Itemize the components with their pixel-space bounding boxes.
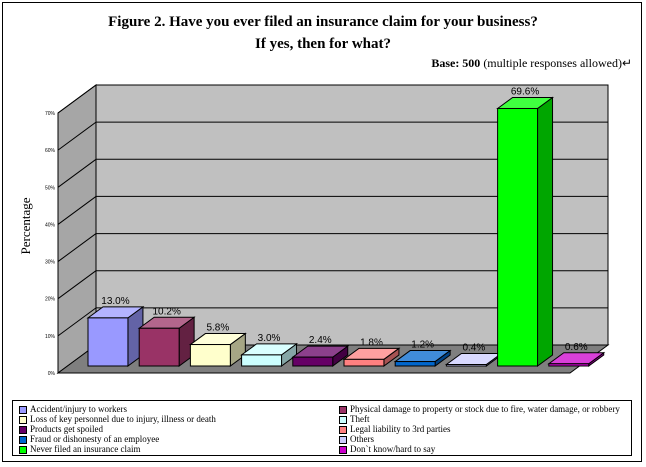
legend-swatch <box>339 435 347 444</box>
bar <box>497 107 539 367</box>
bar-value-label: 0.6% <box>565 342 588 353</box>
y-tick-label: 40% <box>45 222 56 228</box>
bar-value-label: 13.0% <box>101 296 129 307</box>
legend-label: Products get spoiled <box>30 424 103 434</box>
bar <box>548 363 590 367</box>
gridline-side <box>57 84 97 114</box>
gridline-side <box>57 270 97 300</box>
bar-value-label: 10.2% <box>152 306 180 317</box>
legend-swatch <box>339 425 347 434</box>
bar-side <box>537 96 554 367</box>
bar <box>394 361 436 367</box>
legend-item: Theft <box>339 415 370 424</box>
bar <box>343 358 385 367</box>
y-tick-label: 20% <box>45 297 56 303</box>
bar <box>292 356 334 367</box>
legend-item: Never filed an insurance claim <box>19 445 140 454</box>
chart-legend: Accident/injury to workers Physical damag… <box>12 400 632 456</box>
y-tick-label: 50% <box>45 185 56 191</box>
figure-title-line2: If yes, then for what? <box>255 36 391 52</box>
legend-item: Physical damage to property or stock due… <box>339 405 620 414</box>
legend-swatch <box>19 435 27 444</box>
legend-swatch <box>339 405 347 414</box>
gridline-side <box>57 307 97 337</box>
y-tick-label: 0% <box>48 371 56 377</box>
legend-item: Accident/injury to workers <box>19 405 127 414</box>
y-tick-label: 10% <box>45 334 56 340</box>
bar-value-label: 5.8% <box>206 323 229 334</box>
bar <box>445 364 487 367</box>
bar <box>241 354 283 367</box>
legend-label: Physical damage to property or stock due… <box>350 404 620 414</box>
bar-value-label: 2.4% <box>309 335 332 346</box>
legend-label: Others <box>350 434 374 444</box>
y-tick-label: 70% <box>45 111 56 117</box>
legend-item: Don`t know/hard to say <box>339 445 435 454</box>
bar-value-label: 69.6% <box>511 86 539 97</box>
legend-item: Fraud or dishonesty of an employee <box>19 435 159 444</box>
base-note: Base: 500 (multiple responses allowed)↵ <box>431 56 632 71</box>
bar <box>87 317 129 367</box>
bar-value-label: 1.8% <box>360 337 383 348</box>
legend-swatch <box>19 415 27 424</box>
legend-label: Fraud or dishonesty of an employee <box>30 434 160 444</box>
legend-swatch <box>339 445 347 454</box>
legend-swatch <box>19 445 27 454</box>
legend-label: Accident/injury to workers <box>30 404 127 414</box>
legend-item: Legal liability to 3rd parties <box>339 425 450 434</box>
legend-swatch <box>19 425 27 434</box>
gridline-side <box>57 196 97 225</box>
gridline-side <box>57 121 97 151</box>
legend-item: Products get spoiled <box>19 425 103 434</box>
bar-chart: 0% 10% 20% 30% 40% 50% 60% 70% 13.0% 10.2% 5.8% 3.0… <box>45 84 610 377</box>
legend-label: Loss of key personnel due to injury, ill… <box>30 414 216 424</box>
base-label: Base: 500 <box>431 56 481 70</box>
figure-title-line1: Figure 2. Have you ever filed an insuran… <box>108 14 538 30</box>
gridline-side <box>57 158 97 188</box>
y-tick-label: 60% <box>45 148 56 154</box>
legend-swatch <box>19 405 27 414</box>
legend-label: Legal liability to 3rd parties <box>350 424 451 434</box>
bar-value-label: 1.2% <box>411 340 434 351</box>
legend-swatch <box>339 415 347 424</box>
legend-label: Theft <box>350 414 370 424</box>
legend-label: Never filed an insurance claim <box>30 444 141 454</box>
bar-value-label: 3.0% <box>258 333 281 344</box>
bar <box>189 344 231 367</box>
gridline-side <box>57 233 97 262</box>
bar <box>138 327 180 367</box>
legend-item: Loss of key personnel due to injury, ill… <box>19 415 216 424</box>
y-tick-label: 30% <box>45 260 56 266</box>
legend-item: Others <box>339 435 374 444</box>
bar-value-label: 0.4% <box>462 343 485 354</box>
legend-label: Don`t know/hard to say <box>350 444 436 454</box>
base-note-text: (multiple responses allowed)↵ <box>483 56 632 70</box>
